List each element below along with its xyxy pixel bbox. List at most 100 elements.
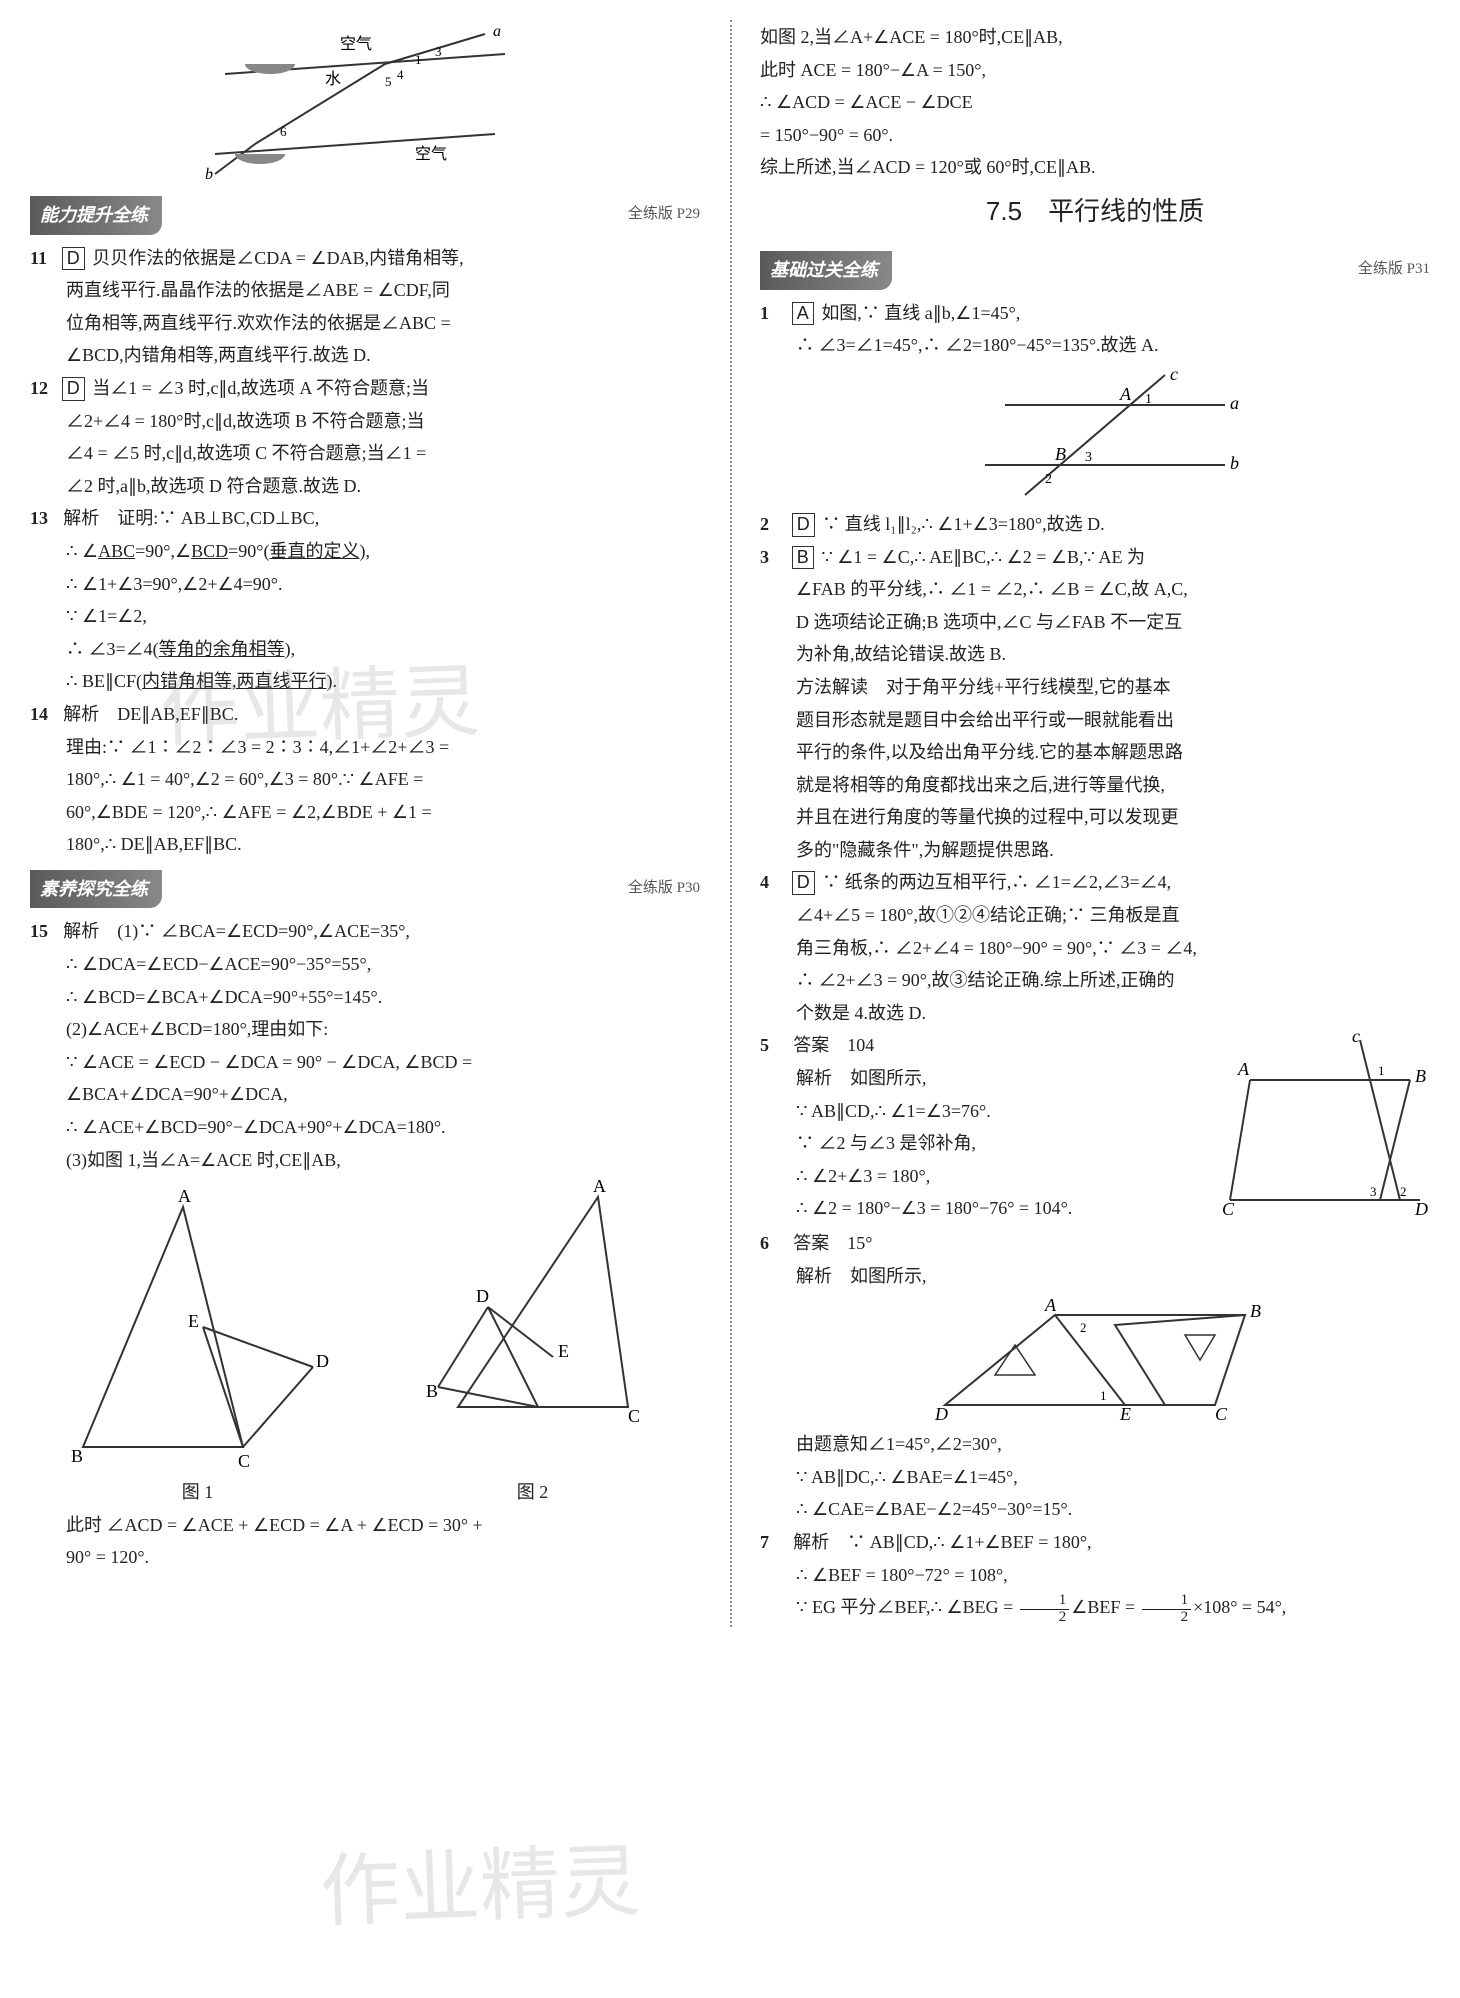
q11: 11D 贝贝作法的依据是∠CDA = ∠DAB,内错角相等, [30, 243, 700, 274]
fig2-cap: 图 2 [517, 1477, 549, 1508]
q6f-E: E [1119, 1404, 1131, 1424]
q15-l0: ∴ ∠DCA=∠ECD−∠ACE=90°−35°=55°, [30, 949, 700, 980]
q11-l1: 两直线平行.晶晶作法的依据是∠ABE = ∠CDF,同 [30, 275, 700, 306]
label-air1: 空气 [340, 35, 372, 53]
q13: 13 解析 证明:∵ AB⊥BC,CD⊥BC, [30, 503, 700, 534]
page-columns: 空气 水 空气 a b 1 3 4 5 6 全练版 P29 能力提升全练 11D… [30, 20, 1430, 1627]
q4: 4D ∵ 纸条的两边互相平行,∴ ∠1=∠2,∠3=∠4, [760, 867, 1430, 898]
q3-l7: 就是将相等的角度都找出来之后,进行等量代换, [760, 770, 1430, 801]
q3-l5: 题目形态就是题目中会给出平行或一眼就能看出 [760, 705, 1430, 736]
q3-num: 3 [760, 542, 789, 573]
q7-l0: ∴ ∠BEF = 180°−72° = 108°, [760, 1560, 1430, 1591]
q1f-3: 3 [1085, 450, 1092, 465]
q13-num: 13 [30, 503, 59, 534]
f2-D: D [476, 1286, 489, 1306]
banner-basic: 基础过关全练 [760, 251, 892, 290]
f2-B: B [426, 1381, 438, 1401]
f1-D: D [316, 1351, 329, 1371]
q6-l2: ∴ ∠CAE=∠BAE−∠2=45°−30°=15°. [760, 1494, 1430, 1525]
q5-num: 5 [760, 1030, 789, 1061]
right-column: 如图 2,当∠A+∠ACE = 180°时,CE∥AB, 此时 ACE = 18… [730, 20, 1430, 1627]
q7-last: ∵ EG 平分∠BEF,∴ ∠BEG = 12∠BEF = 12×108° = … [760, 1592, 1430, 1625]
q5f-D: D [1414, 1199, 1428, 1219]
q15: 15 解析 (1)∵ ∠BCA=∠ECD=90°,∠ACE=35°, [30, 916, 700, 947]
q4-l3: ∴ ∠2+∠3 = 90°,故③结论正确.综上所述,正确的 [760, 965, 1430, 996]
q5-ans: 104 [847, 1035, 874, 1055]
q12-num: 12 [30, 373, 59, 404]
f2-C: C [628, 1406, 640, 1426]
q2: 2D ∵ 直线 l₁∥l₂,∴ ∠1+∠3=180°,故选 D. [760, 509, 1430, 540]
q14-label: 解析 DE∥AB,EF∥BC. [63, 704, 238, 724]
q12-l2: ∠4 = ∠5 时,c∥d,故选项 C 不符合题意;当∠1 = [30, 438, 700, 469]
q1-l0: 如图,∵ 直线 a∥b,∠1=45°, [821, 303, 1020, 323]
label-b: b [205, 166, 213, 183]
q2-choice: D [792, 513, 815, 537]
q15-p0: 此时 ∠ACD = ∠ACE + ∠ECD = ∠A + ∠ECD = 30° … [30, 1510, 700, 1541]
q15-l6: (3)如图 1,当∠A=∠ACE 时,CE∥AB, [30, 1145, 700, 1176]
q6-figure: A B C D E 1 2 [915, 1295, 1275, 1425]
q11-l0: 贝贝作法的依据是∠CDA = ∠DAB,内错角相等, [92, 248, 463, 268]
label-5: 5 [385, 74, 392, 89]
q4-choice: D [792, 871, 815, 895]
q5-block: A B C D c 1 2 3 5 答案 104 解析 如图所示, ∵ AB∥C… [760, 1030, 1430, 1226]
q13-l3: ∴ ∠3=∠4(等角的余角相等), [30, 634, 700, 665]
q3-l6: 平行的条件,以及给出角平分线.它的基本解题思路 [760, 737, 1430, 768]
q3-l3: 为补角,故结论错误.故选 B. [760, 639, 1430, 670]
q14: 14 解析 DE∥AB,EF∥BC. [30, 699, 700, 730]
q3-l4: 方法解读 对于角平分线+平行线模型,它的基本 [760, 672, 1430, 703]
q6-anslabel: 答案 [793, 1233, 829, 1253]
q6-num: 6 [760, 1228, 789, 1259]
q5f-2: 2 [1400, 1184, 1407, 1199]
q5-figure: A B C D c 1 2 3 [1220, 1030, 1430, 1220]
q1-figure: c a b A B 1 2 3 [945, 365, 1245, 505]
q1f-c: c [1170, 365, 1178, 384]
q11-l3: ∠BCD,内错角相等,两直线平行.故选 D. [30, 340, 700, 371]
q1f-a: a [1230, 393, 1239, 413]
banner-ability: 能力提升全练 [30, 196, 162, 235]
q15-fig1: A B C D E [63, 1177, 333, 1477]
q11-num: 11 [30, 243, 59, 274]
page-ref-ability: 全练版 P29 [628, 202, 700, 228]
f2-A: A [593, 1177, 606, 1196]
f1-E: E [188, 1311, 199, 1331]
r-cont-3: = 150°−90° = 60°. [760, 120, 1430, 151]
q15-l5: ∴ ∠ACE+∠BCD=90°−∠DCA+90°+∠DCA=180°. [30, 1112, 700, 1143]
q14-l2: 60°,∠BDE = 120°,∴ ∠AFE = ∠2,∠BDE + ∠1 = [30, 797, 700, 828]
q5-anslabel: 答案 [793, 1035, 829, 1055]
q12-l0: 当∠1 = ∠3 时,c∥d,故选项 A 不符合题意;当 [92, 378, 429, 398]
q4-l0: ∵ 纸条的两边互相平行,∴ ∠1=∠2,∠3=∠4, [822, 872, 1171, 892]
q12-l1: ∠2+∠4 = 180°时,c∥d,故选项 B 不符合题意;当 [30, 406, 700, 437]
q13-l4: ∴ BE∥CF(内错角相等,两直线平行). [30, 666, 700, 697]
q6-l1: ∵ AB∥DC,∴ ∠BAE=∠1=45°, [760, 1462, 1430, 1493]
q6-ans: 15° [847, 1233, 872, 1253]
q15-figcaps: 图 1 图 2 [30, 1477, 700, 1508]
q3-l9: 多的"隐藏条件",为解题提供思路. [760, 835, 1430, 866]
q3-choice: B [792, 546, 814, 570]
q1f-1: 1 [1145, 392, 1152, 407]
r-cont-1: 此时 ACE = 180°−∠A = 150°, [760, 55, 1430, 86]
left-column: 空气 水 空气 a b 1 3 4 5 6 全练版 P29 能力提升全练 11D… [30, 20, 700, 1627]
label-3: 3 [435, 44, 442, 59]
q4-l1: ∠4+∠5 = 180°,故①②④结论正确;∵ 三角板是直 [760, 900, 1430, 931]
q3-l8: 并且在进行角度的等量代换的过程中,可以发现更 [760, 802, 1430, 833]
q5f-A: A [1237, 1059, 1250, 1079]
label-air2: 空气 [415, 145, 447, 163]
f1-B: B [71, 1446, 83, 1466]
label-6: 6 [280, 124, 287, 139]
q13-l2: ∵ ∠1=∠2, [30, 601, 700, 632]
page-ref-explore: 全练版 P30 [628, 876, 700, 902]
q6f-C: C [1215, 1404, 1228, 1424]
q1f-B: B [1055, 444, 1066, 464]
q5f-c: c [1352, 1030, 1360, 1046]
label-water: 水 [325, 70, 341, 88]
fig1-cap: 图 1 [182, 1477, 214, 1508]
q15-figures: A B C D E A B C D E [30, 1177, 700, 1477]
q3-l0: ∵ ∠1 = ∠C,∴ AE∥BC,∴ ∠2 = ∠B,∵ AE 为 [821, 547, 1145, 567]
q14-l0: 理由:∵ ∠1∶∠2∶∠3 = 2∶3∶4,∠1+∠2+∠3 = [30, 732, 700, 763]
q11-choice: D [62, 247, 85, 271]
q15-l1: ∴ ∠BCD=∠BCA+∠DCA=90°+55°=145°. [30, 982, 700, 1013]
q1-num: 1 [760, 298, 789, 329]
q1f-b: b [1230, 453, 1239, 473]
q6-jiexi: 解析 如图所示, [760, 1261, 1430, 1292]
q6f-B: B [1250, 1301, 1261, 1321]
